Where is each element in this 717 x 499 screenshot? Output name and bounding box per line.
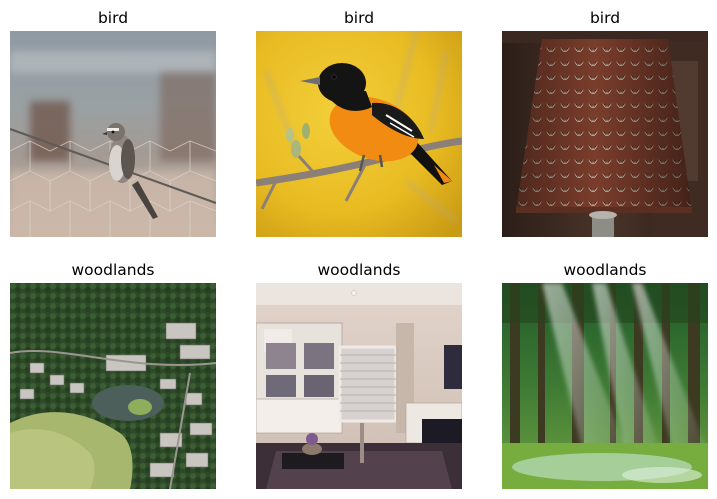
feather-lampshade-image: [502, 31, 708, 237]
living-room-image: [256, 283, 462, 489]
image-caption: bird: [589, 9, 621, 27]
sunlit-forest-image: [502, 283, 708, 489]
aerial-neighborhood-image: [10, 283, 216, 489]
image-caption: bird: [343, 9, 375, 27]
bird-on-fence-image: [10, 31, 216, 237]
image-caption: bird: [97, 9, 129, 27]
oriole-image: [256, 31, 462, 237]
image-caption: woodlands: [563, 261, 647, 279]
image-caption: woodlands: [317, 261, 401, 279]
image-caption: woodlands: [71, 261, 155, 279]
